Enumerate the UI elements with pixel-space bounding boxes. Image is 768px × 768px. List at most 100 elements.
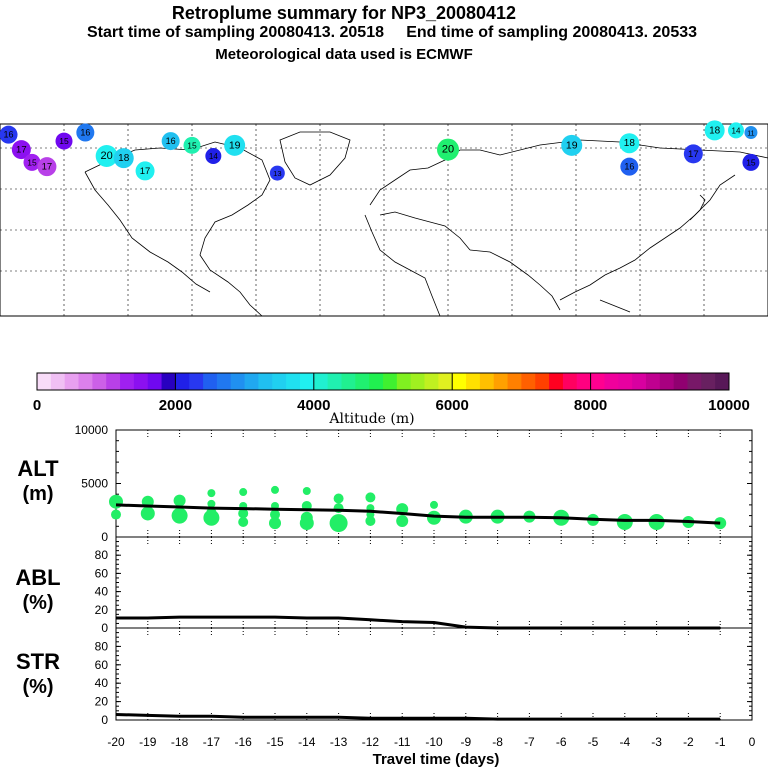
str-ytick-label: 80	[95, 639, 109, 653]
alt-point	[271, 485, 279, 494]
colorbar-segment	[355, 373, 370, 390]
plume-marker-label: 16	[4, 130, 14, 140]
abl-label: ABL	[15, 565, 60, 590]
abl-ytick-label: 40	[95, 585, 109, 599]
alt-point	[207, 489, 216, 498]
plume-marker-label: 16	[624, 162, 634, 172]
plume-marker	[76, 123, 95, 142]
plume-marker	[161, 132, 180, 151]
colorbar-segment	[327, 373, 342, 390]
x-tick-label: -13	[330, 735, 348, 749]
x-tick-label: -10	[425, 735, 443, 749]
alt-point	[365, 492, 376, 503]
colorbar-tick-label: 2000	[159, 397, 192, 414]
alt-point	[299, 516, 314, 531]
plume-marker	[0, 125, 18, 144]
colorbar-tick-label: 6000	[436, 397, 469, 414]
plume-marker	[135, 161, 155, 181]
plume-marker	[55, 132, 73, 150]
plume-marker-label: 11	[747, 131, 754, 138]
abl-ytick-label: 80	[95, 548, 109, 562]
x-tick-label: -19	[139, 735, 157, 749]
str-label: STR	[16, 649, 60, 674]
colorbar-segment	[438, 373, 453, 390]
colorbar-segment	[286, 373, 301, 390]
colorbar-tick-label: 8000	[574, 397, 607, 414]
alt-point	[239, 488, 248, 497]
colorbar-tick-label: 0	[33, 397, 41, 414]
plume-marker-label: 18	[624, 138, 636, 149]
x-tick-label: -14	[298, 735, 316, 749]
alt-label: ALT	[17, 456, 59, 481]
alt-point	[171, 507, 188, 524]
colorbar-segment	[479, 373, 495, 390]
alt-ytick-label: 10000	[75, 423, 109, 437]
plume-marker-label: 15	[27, 157, 37, 167]
colorbar-segment	[673, 373, 688, 390]
colorbar-segment	[466, 373, 481, 390]
plume-marker	[683, 144, 703, 164]
abl-frame	[115, 536, 753, 629]
str-unit: (%)	[22, 676, 53, 698]
x-tick-label: -18	[171, 735, 189, 749]
altitude-colorbar: 0 2000 4000 6000 8000 10000	[33, 372, 750, 414]
colorbar-segment	[133, 373, 149, 390]
plume-marker	[37, 157, 57, 177]
plume-marker	[113, 148, 134, 169]
x-tick-label: -1	[715, 735, 726, 749]
plume-marker	[744, 126, 758, 140]
alt-panel: 0 5000 10000	[75, 423, 753, 544]
chart-title: Retroplume summary for NP3_20080412	[171, 3, 517, 23]
alt-point	[269, 517, 281, 530]
colorbar-segment	[272, 373, 287, 390]
x-tick-label: -3	[651, 735, 662, 749]
plume-marker-label: 18	[118, 153, 130, 164]
alt-point	[365, 515, 376, 526]
x-tick-label: -17	[203, 735, 221, 749]
colorbar-segment	[203, 373, 218, 390]
colorbar-segment	[230, 373, 246, 390]
x-tick-label: -12	[362, 735, 380, 749]
alt-unit: (m)	[22, 483, 53, 505]
abl-line	[116, 615, 721, 630]
colorbar-segment	[493, 373, 509, 390]
plume-marker-label: 15	[187, 140, 197, 150]
coastline	[84, 141, 271, 317]
plume-marker	[224, 134, 246, 156]
colorbar-segment	[50, 373, 66, 390]
plume-marker-label: 15	[59, 136, 69, 146]
colorbar-segment	[452, 373, 467, 390]
colorbar-segment	[189, 373, 204, 390]
colorbar-segment	[64, 373, 80, 390]
coastline	[369, 149, 501, 206]
colorbar-segment	[701, 373, 716, 390]
alt-point	[238, 517, 249, 528]
plume-marker-label: 20	[442, 144, 454, 156]
x-tick-label: -15	[266, 735, 284, 749]
colorbar-segment	[369, 373, 384, 390]
x-tick-label: -8	[492, 735, 503, 749]
alt-point	[207, 499, 216, 508]
colorbar-segment	[37, 373, 52, 390]
colorbar-segment	[383, 373, 398, 390]
x-tick-label: 0	[749, 735, 756, 749]
plume-marker-label: 18	[709, 125, 721, 136]
colorbar-segment	[410, 373, 426, 390]
plume-marker-label: 20	[101, 150, 113, 162]
colorbar-segment	[604, 373, 619, 390]
plume-marker	[437, 138, 459, 161]
plume-marker	[95, 145, 118, 167]
colorbar-segment	[618, 373, 633, 390]
colorbar-segment	[244, 373, 259, 390]
plume-marker-label: 19	[566, 139, 578, 151]
x-tick-label: -9	[460, 735, 471, 749]
alt-point	[616, 514, 633, 531]
alt-point	[302, 486, 311, 495]
coastline	[599, 299, 631, 313]
map-coastlines	[84, 131, 768, 317]
alt-point	[203, 509, 220, 526]
